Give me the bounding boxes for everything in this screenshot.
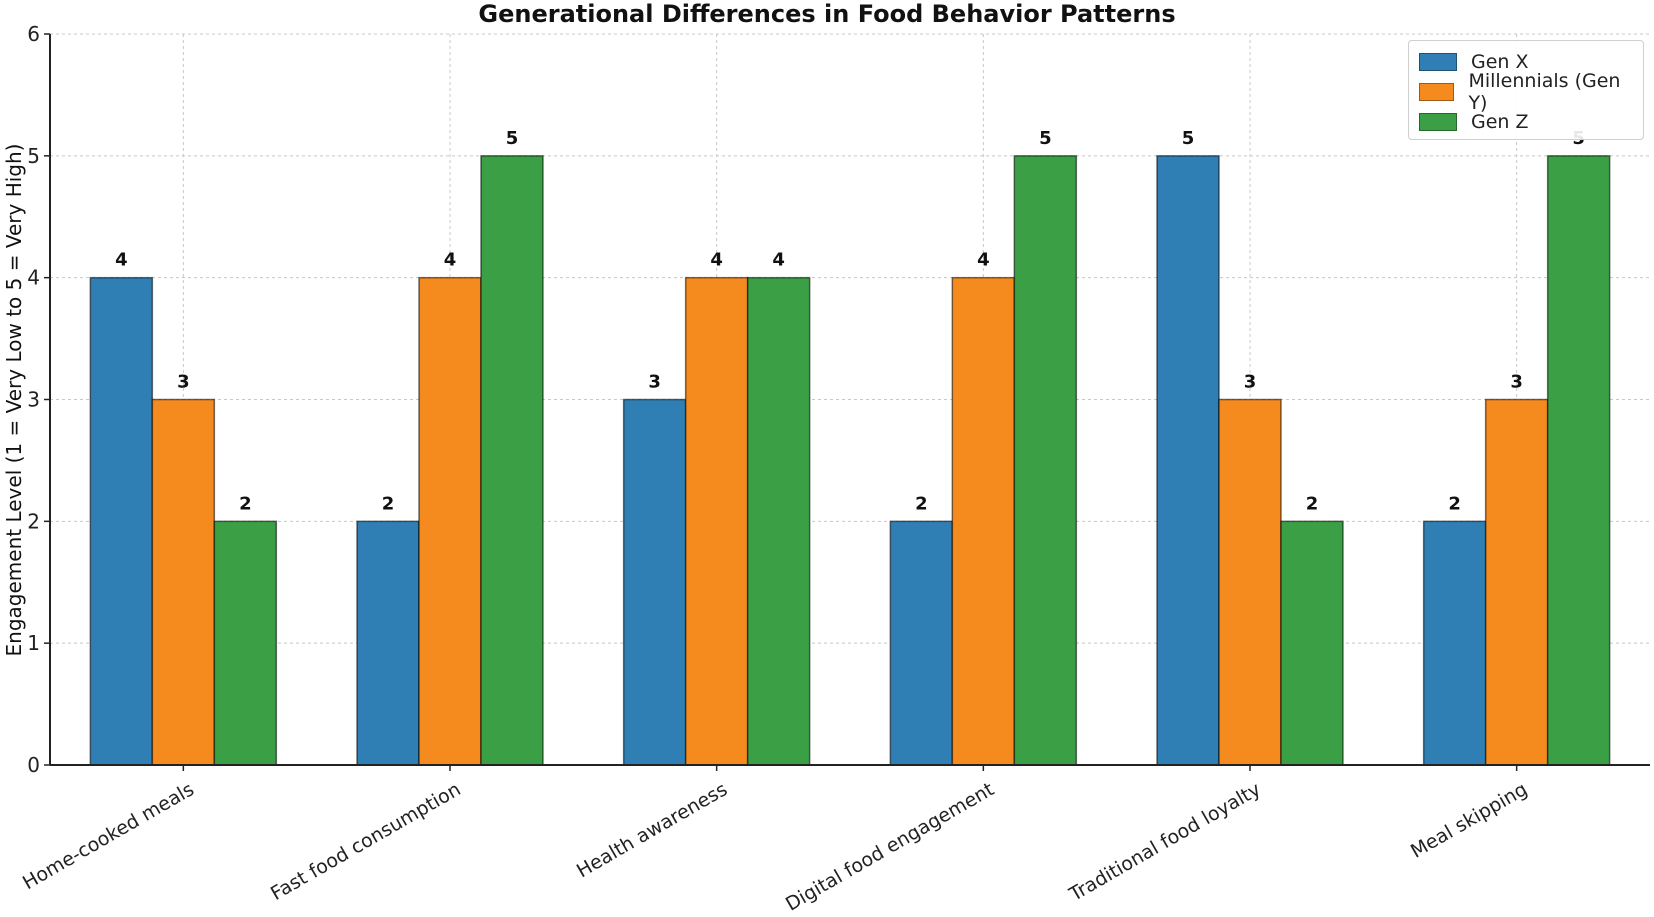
chart-legend: Gen X Millennials (Gen Y) Gen Z bbox=[1408, 40, 1644, 140]
x-tick-label: Home-cooked meals bbox=[19, 778, 198, 894]
bar bbox=[356, 520, 420, 766]
bar-value-label: 2 bbox=[239, 493, 252, 514]
bar bbox=[1422, 520, 1487, 766]
y-tick-label: 3 bbox=[27, 388, 40, 412]
bar-value-label: 5 bbox=[506, 128, 519, 149]
legend-item-gen-z: Gen Z bbox=[1419, 107, 1633, 137]
x-tick-label: Digital food engagement bbox=[782, 778, 998, 915]
x-tick-label: Traditional food loyalty bbox=[1065, 778, 1265, 906]
bar-value-label: 3 bbox=[648, 372, 661, 393]
bar-value-label: 4 bbox=[115, 250, 128, 271]
bar bbox=[151, 398, 216, 766]
bar-value-label: 2 bbox=[915, 493, 928, 514]
x-tick-label: Meal skipping bbox=[1407, 778, 1531, 862]
bar bbox=[951, 276, 1016, 766]
bar-value-label: 2 bbox=[1448, 493, 1461, 514]
bar bbox=[213, 520, 278, 766]
bar bbox=[418, 276, 482, 766]
bar-value-label: 4 bbox=[444, 250, 457, 271]
bar-value-label: 5 bbox=[1182, 128, 1195, 149]
bar-value-label: 2 bbox=[382, 493, 395, 514]
x-tick-label: Fast food consumption bbox=[267, 778, 464, 905]
bar-value-label: 4 bbox=[977, 250, 990, 271]
chart-title: Generational Differences in Food Behavio… bbox=[478, 0, 1176, 28]
bar bbox=[1156, 155, 1220, 766]
bar bbox=[746, 276, 811, 766]
legend-swatch-millennials bbox=[1419, 83, 1455, 101]
y-tick-label: 0 bbox=[27, 753, 40, 777]
bar-value-label: 2 bbox=[1306, 493, 1319, 514]
bar bbox=[1013, 155, 1078, 766]
bar bbox=[480, 155, 544, 766]
bar bbox=[1484, 398, 1549, 766]
legend-label-gen-x: Gen X bbox=[1471, 51, 1529, 73]
y-tick-label: 4 bbox=[27, 266, 40, 290]
bar bbox=[1280, 520, 1344, 766]
bar-value-label: 3 bbox=[1244, 372, 1257, 393]
legend-item-millennials: Millennials (Gen Y) bbox=[1419, 70, 1633, 114]
bar-value-label: 4 bbox=[772, 250, 785, 271]
y-tick-label: 2 bbox=[27, 509, 40, 533]
bar bbox=[889, 520, 954, 766]
legend-label-millennials: Millennials (Gen Y) bbox=[1468, 70, 1621, 114]
bar-value-label: 5 bbox=[1039, 128, 1052, 149]
bar bbox=[684, 276, 749, 766]
bar bbox=[89, 276, 154, 766]
legend-item-gen-x: Gen X bbox=[1419, 47, 1633, 77]
y-tick-label: 5 bbox=[27, 144, 40, 168]
legend-swatch-gen-x bbox=[1419, 53, 1457, 71]
bar-value-label: 3 bbox=[177, 372, 190, 393]
bar-value-label: 4 bbox=[710, 250, 723, 271]
y-tick-label: 6 bbox=[27, 22, 40, 46]
bar bbox=[1218, 398, 1282, 766]
y-tick-label: 1 bbox=[27, 631, 40, 655]
bar-value-label: 3 bbox=[1510, 372, 1523, 393]
bar bbox=[1546, 155, 1611, 766]
bar bbox=[622, 398, 687, 766]
legend-swatch-gen-z bbox=[1419, 113, 1457, 131]
x-tick-label: Health awareness bbox=[573, 778, 731, 882]
legend-label-gen-z: Gen Z bbox=[1471, 111, 1529, 133]
